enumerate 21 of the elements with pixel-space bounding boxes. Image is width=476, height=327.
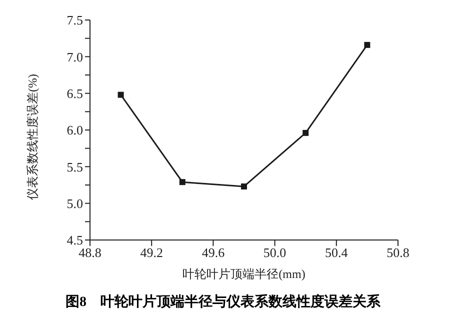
- x-tick-label: 48.8: [78, 245, 102, 260]
- point: [302, 130, 309, 136]
- x-tick-label: 50.4: [325, 245, 348, 260]
- x-tick-label: 50.0: [263, 245, 286, 260]
- point: [118, 92, 124, 98]
- y-tick-label: 7.0: [66, 49, 83, 64]
- y-tick-label: 7.5: [66, 12, 83, 28]
- x-tick-label: 50.8: [386, 245, 410, 260]
- x-tick-label: 49.2: [140, 245, 163, 260]
- x-tick-label: 49.6: [202, 245, 226, 260]
- y-tick-label: 5.0: [66, 196, 83, 211]
- point: [179, 179, 186, 186]
- point: [241, 183, 247, 190]
- y-tick-label: 6.0: [66, 122, 83, 138]
- point: [364, 42, 370, 48]
- y-tick-label: 5.5: [66, 159, 83, 174]
- y-tick-label: 6.5: [66, 86, 83, 101]
- x-axis-title: 叶轮叶片顶端半径(mm): [182, 267, 306, 281]
- y-axis-title: 仪表系数线性度误差(%): [25, 74, 40, 200]
- y-tick-label: 4.5: [66, 232, 83, 248]
- text: 图8 叶轮叶片顶端半径与仪表系数线性度误差关系: [64, 293, 382, 311]
